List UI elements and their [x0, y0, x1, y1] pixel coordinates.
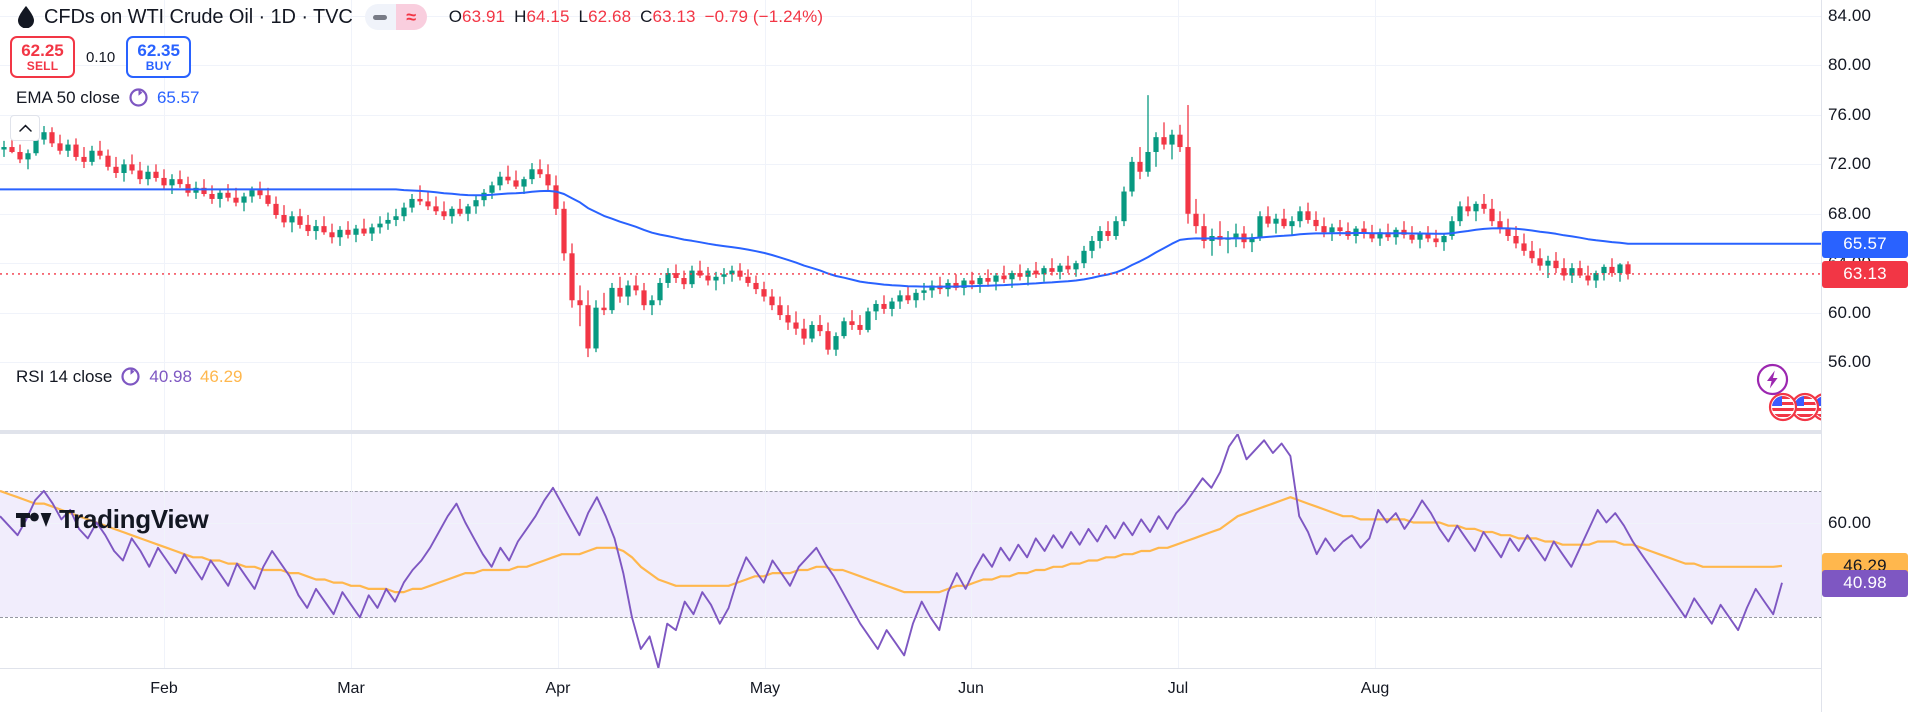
symbol-legend[interactable]: CFDs on WTI Crude Oil · 1D · TVC ≈ O63.9… [16, 4, 823, 30]
price-axis-label: 84.00 [1828, 6, 1872, 26]
refresh-icon[interactable] [128, 87, 149, 108]
price-gridline [0, 164, 1822, 165]
sell-button[interactable]: 62.25 SELL [10, 36, 75, 78]
rsi-legend-value: 40.98 [149, 366, 192, 386]
time-axis-label: Jun [958, 680, 984, 697]
ema-line [0, 188, 1822, 288]
ohlc-high-value: 64.15 [526, 7, 570, 26]
price-gridline [0, 115, 1822, 116]
oil-drop-icon [18, 6, 34, 28]
ohlc-close-value: 63.13 [652, 7, 696, 26]
rsi-axis-label: 60.00 [1828, 512, 1872, 532]
us-flag-event-icon[interactable] [1768, 392, 1798, 422]
ohlc-change: −0.79 (−1.24%) [704, 7, 824, 26]
price-gridline [0, 214, 1822, 215]
rsi-line [0, 433, 1783, 669]
price-pane[interactable] [0, 0, 1822, 430]
rsi-value-badge[interactable]: 40.98 [1822, 569, 1908, 597]
ohlc-low-key: L [578, 7, 589, 26]
pane-separator[interactable] [0, 430, 1822, 434]
lightning-event-marker[interactable] [1756, 363, 1789, 401]
price-gridline [0, 313, 1822, 314]
price-candles-layer [0, 95, 1822, 358]
buy-price: 62.35 [137, 40, 180, 60]
ema-legend[interactable]: EMA 50 close 65.57 [16, 87, 200, 108]
rsi-band-edge [0, 617, 1822, 618]
rsi-legend-label: RSI 14 close [16, 366, 113, 386]
time-axis-label: Feb [150, 680, 178, 697]
chart-style-toggle[interactable]: ≈ [364, 4, 427, 30]
us-flag-event-marker-2[interactable] [1790, 392, 1820, 427]
bar-style-icon[interactable] [364, 4, 396, 30]
time-gridline [164, 434, 165, 668]
rsi-ma-line [0, 489, 1783, 594]
ohlc-high-key: H [514, 7, 527, 26]
buy-label: BUY [145, 58, 172, 73]
time-axis-label: May [749, 680, 781, 697]
axis-separator [1821, 0, 1822, 712]
ohlc-open-key: O [448, 7, 463, 26]
heikin-ashi-icon[interactable]: ≈ [395, 4, 427, 30]
ohlc-open-value: 63.91 [462, 7, 506, 26]
us-flag-event-icon[interactable] [1790, 392, 1820, 422]
rsi-lines-layer [0, 433, 1783, 669]
price-gridline [0, 362, 1822, 363]
price-axis-label: 68.00 [1828, 203, 1872, 223]
lightning-event-icon[interactable] [1756, 363, 1789, 396]
rsi-band [0, 490, 1822, 618]
buy-button[interactable]: 62.35 BUY [126, 36, 192, 78]
price-axis[interactable]: 56.0060.0064.0068.0072.0076.0080.0084.00… [1822, 0, 1910, 712]
rsi-legend-ma-value: 46.29 [199, 366, 243, 386]
time-axis[interactable]: Feb Mar Apr May Jun Jul Aug [0, 668, 1822, 712]
time-gridline [351, 434, 352, 668]
us-flag-event-marker-1[interactable] [1768, 392, 1798, 427]
spread-value: 0.10 [86, 48, 116, 66]
tradingview-logo-text: TradingView [59, 504, 209, 534]
time-axis-label: Apr [545, 680, 571, 697]
ohlc-values: O63.91 H64.15 L62.68 C63.13 −0.79 (−1.24%) [449, 7, 823, 27]
chevron-up-icon [18, 124, 32, 132]
last-price-badge[interactable]: 63.13 [1822, 260, 1908, 288]
tradingview-logo[interactable]: TradingView [16, 504, 209, 535]
price-axis-label: 72.00 [1828, 154, 1872, 174]
time-gridline [558, 434, 559, 668]
sell-label: SELL [26, 58, 59, 73]
ohlc-low-value: 62.68 [588, 7, 632, 26]
time-gridline [351, 0, 352, 430]
ema-price-badge[interactable]: 65.57 [1822, 230, 1908, 258]
ohlc-close-key: C [640, 7, 653, 26]
price-gridline [0, 65, 1822, 66]
time-gridline [1375, 0, 1376, 430]
price-gridline [0, 16, 1822, 17]
price-axis-label: 56.00 [1828, 352, 1872, 372]
rsi-gridline [0, 523, 1822, 524]
trade-widget[interactable]: 62.25 SELL 0.10 62.35 BUY [10, 36, 192, 78]
rsi-legend[interactable]: RSI 14 close 40.98 46.29 [16, 366, 242, 387]
collapse-trade-widget-button[interactable] [10, 115, 40, 141]
refresh-icon[interactable] [120, 366, 141, 387]
time-gridline [1178, 434, 1179, 668]
ema-legend-label: EMA 50 close [16, 87, 120, 107]
time-gridline [765, 434, 766, 668]
symbol-name: CFDs on WTI Crude Oil · 1D · TVC [44, 5, 353, 28]
rsi-pane[interactable] [0, 433, 1822, 669]
price-axis-label: 80.00 [1828, 55, 1872, 75]
time-gridline [971, 434, 972, 668]
time-gridline [164, 0, 165, 430]
time-axis-label: Mar [337, 680, 365, 697]
sell-price: 62.25 [21, 40, 64, 60]
time-axis-label: Aug [1360, 680, 1390, 697]
time-gridline [1178, 0, 1179, 430]
price-gridline [0, 263, 1822, 264]
rsi-band-edge [0, 491, 1822, 492]
time-axis-label: Jul [1167, 680, 1189, 697]
tradingview-logo-icon [16, 512, 52, 527]
time-gridline [1375, 434, 1376, 668]
price-axis-label: 60.00 [1828, 302, 1872, 322]
time-gridline [765, 0, 766, 430]
price-axis-label: 76.00 [1828, 104, 1872, 124]
time-gridline [558, 0, 559, 430]
ema-legend-value: 65.57 [156, 87, 200, 107]
time-gridline [971, 0, 972, 430]
